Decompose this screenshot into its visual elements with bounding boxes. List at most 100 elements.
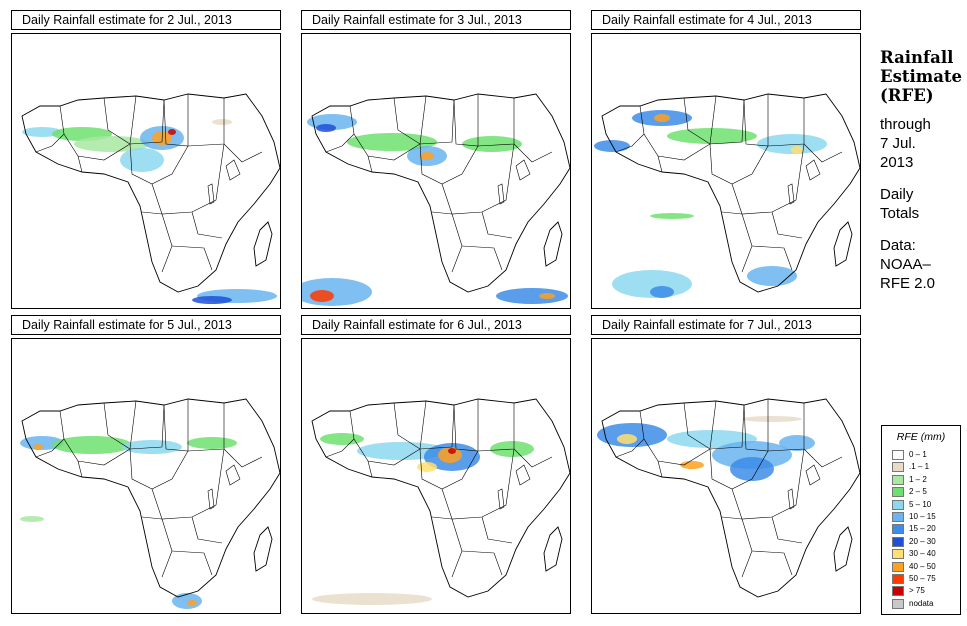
rainfall-area: [316, 124, 336, 132]
country-border: [481, 211, 513, 239]
legend-item: > 75: [892, 586, 956, 597]
madagascar-coastline: [253, 221, 273, 267]
africa-map-svg: [597, 398, 860, 598]
legend-label: 20 – 30: [909, 536, 936, 546]
rainfall-area: [730, 457, 774, 481]
country-border: [325, 133, 355, 153]
madagascar-coastline: [833, 221, 853, 267]
rainfall-area: [742, 416, 802, 422]
country-border: [771, 211, 803, 239]
madagascar-coastline: [253, 526, 273, 572]
country-border: [721, 211, 743, 215]
rainfall-area: [667, 128, 757, 144]
country-border: [35, 133, 65, 153]
rainfall-area: [302, 278, 372, 306]
rainfall-map: [591, 338, 861, 614]
country-border: [325, 438, 355, 458]
lake-outline: [207, 183, 215, 205]
totals-line: Daily: [880, 186, 914, 203]
country-border: [349, 400, 427, 466]
rainfall-area: [22, 127, 62, 137]
rainfall-map: [591, 33, 861, 309]
country-border: [191, 211, 223, 239]
country-border: [35, 438, 65, 458]
legend-label: nodata: [909, 598, 934, 608]
country-border: [77, 155, 83, 173]
lake-outline: [515, 159, 531, 181]
rainfall-area: [120, 148, 164, 172]
legend-item: 2 – 5: [892, 487, 956, 498]
rainfall-area: [791, 146, 803, 154]
country-border: [657, 460, 663, 478]
legend-item: 1 – 2: [892, 474, 956, 486]
rainfall-area: [212, 119, 232, 125]
legend-swatch: [892, 512, 904, 522]
legend-swatch: [892, 499, 904, 510]
madagascar-coastline: [833, 526, 853, 572]
country-border: [191, 516, 223, 544]
data-source-line: NOAA–: [880, 256, 931, 273]
country-border: [59, 95, 137, 161]
legend-swatch: [892, 561, 904, 572]
country-border: [163, 399, 189, 452]
legend-label: 30 – 40: [909, 549, 936, 559]
legend-label: 0 – 1: [909, 450, 927, 459]
lake-outline: [787, 183, 795, 205]
legend-item: 10 – 15: [892, 512, 956, 523]
legend-item: 15 – 20: [892, 524, 956, 535]
legend-swatch: [892, 450, 904, 460]
panel-title: Daily Rainfall estimate for 7 Jul., 2013: [591, 315, 861, 335]
legend-item: 40 – 50: [892, 561, 956, 573]
rainfall-area: [312, 593, 432, 605]
country-border: [481, 516, 513, 544]
lake-outline: [805, 464, 821, 486]
legend: RFE (mm) 0 – 1 .1 – 1 1 – 2 2 – 5 5 – 10 10 –…: [881, 425, 961, 615]
rainfall-area: [122, 440, 182, 454]
country-border: [803, 448, 843, 468]
through-line: through: [880, 116, 931, 133]
continent-fill: [602, 94, 860, 292]
rainfall-area: [52, 436, 132, 454]
rainfall-area: [650, 213, 694, 219]
africa-map-svg: [20, 398, 280, 609]
madagascar-coastline: [543, 526, 563, 572]
rainfall-area: [320, 433, 364, 445]
continent-fill: [312, 399, 570, 597]
country-border: [367, 155, 373, 173]
legend-swatch: [892, 536, 904, 547]
country-border: [141, 516, 163, 520]
legend-item: 20 – 30: [892, 536, 956, 548]
country-border: [223, 448, 263, 468]
country-border: [743, 399, 769, 452]
madagascar-coastline: [543, 221, 563, 267]
through-line: 2013: [880, 154, 914, 171]
data-source-line: Data:: [880, 237, 916, 254]
rainfall-area: [747, 266, 797, 286]
rainfall-area: [187, 600, 197, 606]
legend-label: 2 – 5: [909, 487, 927, 497]
panel-title: Daily Rainfall estimate for 3 Jul., 2013: [301, 10, 571, 30]
country-border: [141, 211, 163, 215]
rainfall-area: [74, 136, 150, 152]
country-border: [513, 448, 553, 468]
lake-outline: [787, 488, 795, 510]
legend-swatch: [892, 524, 904, 535]
country-border: [431, 516, 453, 520]
country-border: [721, 516, 743, 520]
lake-outline: [497, 488, 505, 510]
legend-title: RFE (mm): [896, 431, 946, 443]
rainfall-area: [20, 516, 44, 522]
country-border: [751, 550, 793, 576]
data-source-line: RFE 2.0: [880, 275, 936, 292]
country-border: [743, 94, 769, 147]
country-border: [431, 211, 453, 215]
legend-item: 30 – 40: [892, 549, 956, 560]
country-border: [771, 516, 803, 544]
rainfall-area: [539, 293, 555, 299]
rainfall-area: [712, 441, 792, 469]
country-border: [803, 143, 843, 163]
country-border: [171, 245, 213, 271]
country-border: [77, 460, 83, 478]
country-border: [367, 460, 373, 478]
panel-title: Daily Rainfall estimate for 6 Jul., 2013: [301, 315, 571, 335]
